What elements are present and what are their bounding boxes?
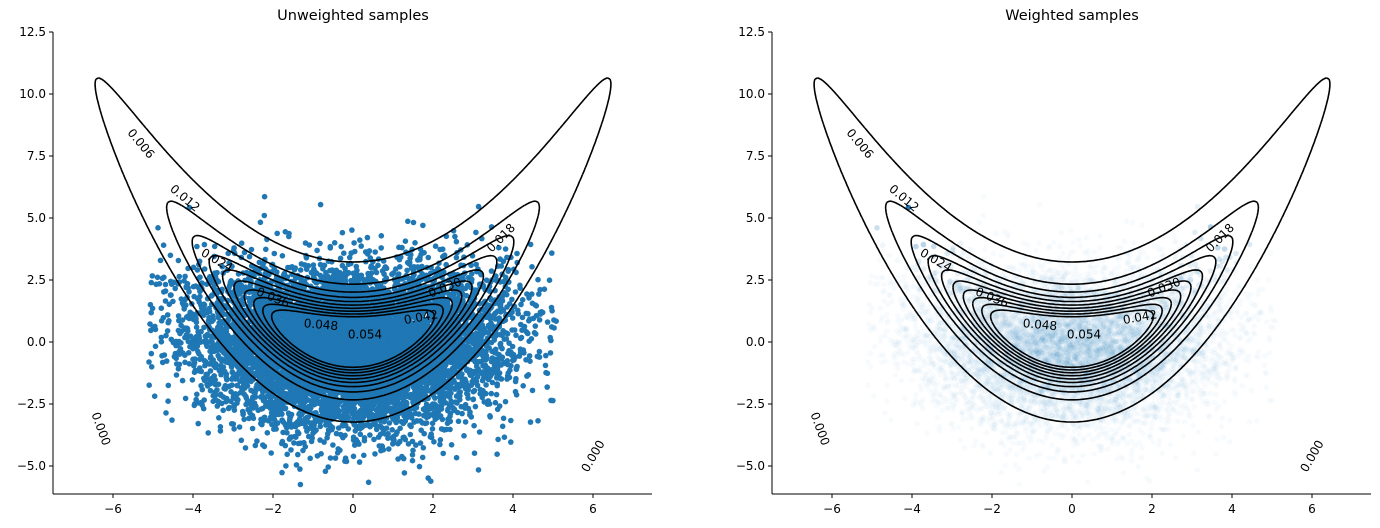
y-tick-label: 5.0 <box>746 211 765 225</box>
density-contours <box>813 77 1331 423</box>
x-tick-label: 6 <box>589 502 597 516</box>
y-tick-label: 12.5 <box>738 25 765 39</box>
x-tick-label: −6 <box>104 502 122 516</box>
x-tick-label: −4 <box>903 502 921 516</box>
y-tick-label: 7.5 <box>27 149 46 163</box>
right-plot-area: 0.0000.0000.0060.0120.0180.0240.0300.036… <box>736 25 1371 516</box>
density-contours <box>94 77 612 423</box>
contour-label: 0.042 <box>403 307 439 327</box>
contour-label: 0.012 <box>167 182 202 215</box>
x-tick-label: 2 <box>1148 502 1156 516</box>
y-tick-label: −5.0 <box>736 459 765 473</box>
contour-label: 0.000 <box>808 410 833 447</box>
y-tick-label: 0.0 <box>746 335 765 349</box>
y-tick-label: 2.5 <box>746 273 765 287</box>
plot-content: 0.0000.0000.0060.0120.0180.0240.0300.036… <box>808 77 1331 475</box>
x-tick-label: −4 <box>184 502 202 516</box>
y-tick-label: 7.5 <box>746 149 765 163</box>
y-tick-label: 12.5 <box>19 25 46 39</box>
y-tick-label: 10.0 <box>19 87 46 101</box>
x-tick-label: 6 <box>1308 502 1316 516</box>
y-tick-label: −2.5 <box>736 397 765 411</box>
x-tick-label: −2 <box>983 502 1001 516</box>
x-tick-label: −2 <box>264 502 282 516</box>
y-tick-label: 5.0 <box>27 211 46 225</box>
y-tick-label: 2.5 <box>27 273 46 287</box>
y-tick-label: −2.5 <box>17 397 46 411</box>
contour-label: 0.054 <box>1067 328 1101 342</box>
contour-label: 0.000 <box>1297 438 1326 475</box>
contour-label: 0.006 <box>125 126 158 161</box>
contour-label: 0.048 <box>1022 316 1057 333</box>
contour-label: 0.000 <box>578 438 607 475</box>
x-tick-label: 0 <box>1068 502 1076 516</box>
y-tick-label: −5.0 <box>17 459 46 473</box>
contour-label: 0.006 <box>844 126 877 161</box>
right-chart-title: Weighted samples <box>1005 8 1139 24</box>
contour-label: 0.000 <box>89 410 114 447</box>
plot-content: 0.0000.0000.0060.0120.0180.0240.0300.036… <box>89 77 612 488</box>
right-panel: Weighted samples 0.000 0.000 0.006 0.012 0.0… <box>719 0 1380 528</box>
contour-label: 0.012 <box>886 182 921 215</box>
x-tick-label: 2 <box>429 502 437 516</box>
y-tick-label: 0.0 <box>27 335 46 349</box>
x-tick-label: −6 <box>823 502 841 516</box>
x-tick-label: 4 <box>509 502 517 516</box>
left-plot-area: 0.0000.0000.0060.0120.0180.0240.0300.036… <box>17 25 652 516</box>
contour-label: 0.054 <box>348 328 382 342</box>
left-chart-title: Unweighted samples <box>277 8 429 24</box>
contour-label: 0.042 <box>1122 307 1158 327</box>
contour-label: 0.048 <box>303 316 338 333</box>
x-tick-label: 0 <box>349 502 357 516</box>
left-panel: Unweighted samples 0.000 0.000 0.006 0.012 0… <box>17 8 652 516</box>
y-tick-label: 10.0 <box>738 87 765 101</box>
x-tick-label: 4 <box>1228 502 1236 516</box>
